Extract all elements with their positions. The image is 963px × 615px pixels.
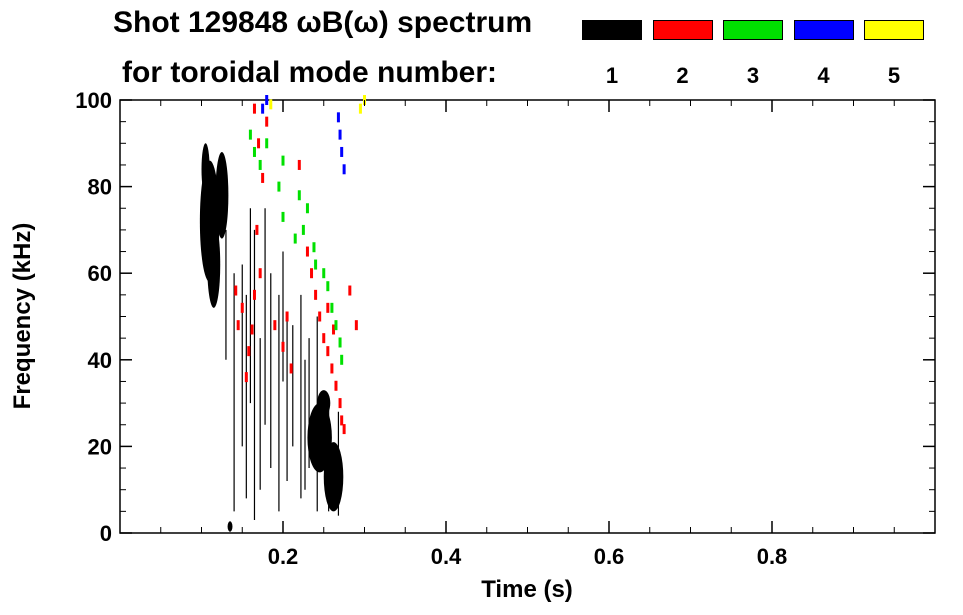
mode-4-point [265, 95, 269, 105]
mode-1-blob [207, 221, 221, 308]
mode-3-point [265, 138, 269, 149]
mode-3-point [338, 337, 342, 348]
mode-4-point [342, 164, 346, 175]
mode-2-point [330, 363, 334, 374]
mode-2-point [252, 289, 256, 300]
mode-3-point [334, 320, 338, 331]
y-tick-label: 20 [88, 434, 112, 459]
mode-3-point [330, 302, 334, 313]
series-streaks [225, 208, 340, 521]
y-tick-label: 100 [75, 88, 112, 113]
mode-2-point [265, 116, 269, 127]
chart-title-line-2: for toroidal mode number: [122, 56, 497, 89]
mode-5-point [358, 103, 362, 114]
y-tick-label: 60 [88, 261, 112, 286]
mode-3-point [312, 242, 316, 253]
mode-2-point [261, 172, 265, 183]
mode-1-blob [201, 143, 210, 196]
mode-4-point [261, 103, 265, 114]
mode-2-point [257, 138, 261, 149]
axis-ticks [120, 99, 935, 534]
mode-2-point [338, 398, 342, 409]
y-axis-label: Frequency (kHz) [9, 223, 36, 410]
mode-2-point [250, 324, 254, 335]
mode-3-point [281, 155, 285, 166]
legend-label-mode-2: 2 [676, 63, 689, 88]
mode-3-point [252, 146, 256, 157]
legend-swatch-mode-5 [864, 20, 924, 40]
mode-3-point [281, 211, 285, 222]
mode-3-point [277, 181, 281, 192]
y-tick-label: 40 [88, 348, 112, 373]
series-blobs [199, 143, 344, 532]
mode-2-point [289, 363, 293, 374]
mode-1-blob [307, 403, 332, 473]
legend-label-mode-3: 3 [746, 63, 760, 88]
mode-2-point [314, 289, 318, 300]
mode-4-point [340, 146, 344, 157]
mode-1-blob [317, 390, 331, 417]
mode-2-point [240, 302, 244, 313]
legend-label-mode-5: 5 [887, 63, 901, 88]
mode-2-point [326, 346, 330, 357]
mode-5-point [269, 99, 273, 110]
legend-swatch-mode-3 [723, 20, 783, 40]
mode-3-point [248, 129, 252, 140]
mode-2-point [297, 159, 301, 170]
mode-1-blob [323, 442, 344, 512]
mode-2-point [258, 268, 262, 279]
mode-2-point [305, 246, 309, 257]
mode-1-blob [215, 151, 229, 239]
x-tick-label: 0.8 [757, 544, 788, 569]
mode-2-point [244, 372, 248, 383]
mode-2-point [348, 285, 352, 296]
chart-title-line-1: Shot 129848 ωB(ω) spectrum [113, 6, 533, 39]
x-tick-label: 0.2 [268, 544, 299, 569]
legend-swatch-mode-2 [652, 20, 713, 40]
mode-2-point [247, 346, 251, 357]
mode-2-point [318, 311, 322, 322]
legend-label-mode-1: 1 [605, 63, 619, 88]
mode-3-point [314, 259, 318, 270]
mode-2-point [273, 320, 277, 331]
mode-2-point [354, 320, 358, 331]
mode-1-blob [227, 521, 233, 532]
mode-2-point [236, 320, 240, 331]
mode-2-point [334, 380, 338, 391]
legend-swatch-mode-4 [793, 20, 854, 40]
mode-4-point [336, 112, 340, 123]
mode-2-point [326, 302, 330, 313]
y-tick-label: 0 [100, 521, 112, 546]
mode-3-point [340, 354, 344, 365]
mode-3-point [258, 159, 262, 170]
mode-2-point [255, 224, 259, 235]
x-axis-label: Time (s) [481, 576, 573, 603]
y-tick-label: 80 [88, 175, 112, 200]
mode-2-point [332, 324, 336, 335]
mode-3-point [297, 190, 301, 201]
mode-3-point [322, 268, 326, 279]
legend-swatch-mode-1 [582, 20, 642, 40]
mode-3-point [326, 281, 330, 292]
x-tick-label: 0.4 [431, 544, 462, 569]
x-tick-label: 0.6 [594, 544, 625, 569]
mode-2-point [281, 341, 285, 352]
series-points [234, 95, 366, 435]
mode-2-point [322, 333, 326, 344]
mode-3-point [301, 224, 305, 235]
mode-2-point [342, 424, 346, 435]
mode-2-point [340, 415, 344, 426]
legend-label-mode-4: 4 [817, 63, 830, 88]
mode-4-point [338, 129, 342, 140]
mode-2-point [252, 103, 256, 114]
mode-2-point [234, 285, 238, 296]
mode-2-point [310, 268, 314, 279]
mode-3-point [293, 233, 297, 244]
mode-2-point [285, 311, 289, 322]
mode-3-point [305, 203, 309, 214]
axis-tick-labels: 0 20 40 60 80 100 0.2 0.4 0.6 0.8 [75, 88, 787, 569]
